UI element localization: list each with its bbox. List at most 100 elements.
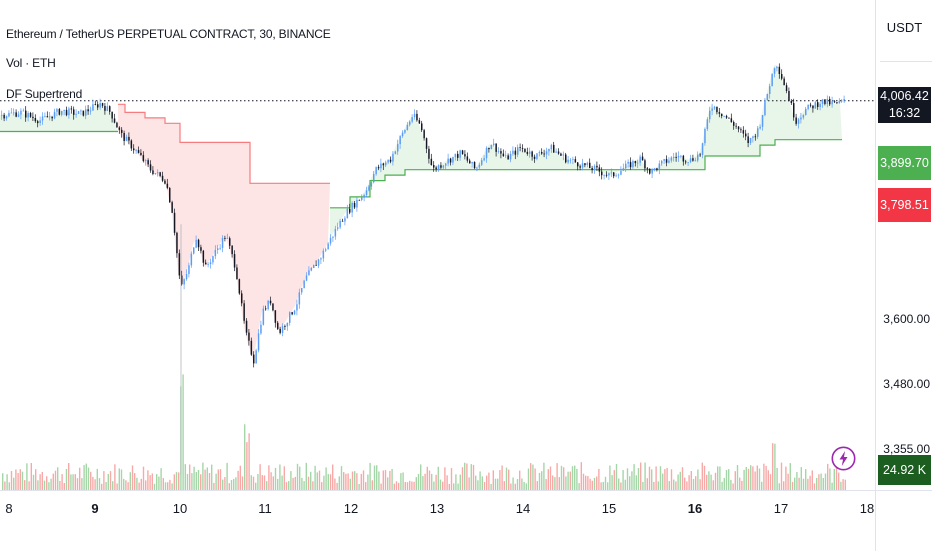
supertrend-line-up bbox=[330, 139, 842, 209]
price-scale[interactable]: USDT 3,600.00 3,480.00 3,355.00 4,006.42… bbox=[875, 0, 932, 490]
volume-bar bbox=[272, 476, 274, 490]
volume-bar bbox=[393, 483, 395, 490]
volume-bar bbox=[129, 472, 131, 490]
volume-bar bbox=[345, 473, 347, 490]
volume-bar bbox=[668, 481, 670, 490]
volume-bar bbox=[171, 483, 173, 490]
volume-bar bbox=[15, 469, 17, 490]
volume-bar bbox=[725, 470, 728, 490]
candle-body bbox=[836, 102, 838, 104]
candle-body bbox=[829, 99, 831, 105]
volume-bar bbox=[574, 465, 576, 490]
volume-bar bbox=[13, 477, 15, 490]
candle-body bbox=[368, 186, 370, 191]
candle-body bbox=[217, 248, 219, 250]
candle-body bbox=[274, 310, 277, 323]
chart-canvas[interactable] bbox=[0, 0, 875, 490]
volume-bar bbox=[428, 470, 431, 490]
candle-body bbox=[149, 164, 152, 171]
chart-plot-area[interactable]: Ethereum / TetherUS PERPETUAL CONTRACT, … bbox=[0, 0, 875, 490]
volume-bar bbox=[266, 481, 268, 490]
volume-bar bbox=[712, 480, 714, 490]
legend-indicator[interactable]: DF Supertrend bbox=[6, 87, 83, 101]
candle-body bbox=[831, 101, 833, 105]
volume-bar bbox=[279, 464, 281, 490]
volume-bar bbox=[360, 473, 362, 490]
volume-bar bbox=[813, 483, 816, 490]
candle-body bbox=[61, 110, 63, 115]
volume-bar bbox=[613, 470, 615, 490]
volume-bar bbox=[675, 481, 677, 490]
candle-body bbox=[147, 160, 149, 165]
volume-bar bbox=[365, 482, 367, 490]
candle-body bbox=[709, 110, 711, 120]
volume-bar bbox=[448, 484, 450, 490]
candle-body bbox=[773, 68, 776, 74]
candle-body bbox=[689, 158, 692, 162]
candle-body bbox=[13, 112, 15, 114]
volume-bar bbox=[818, 474, 820, 490]
volume-bar bbox=[842, 479, 844, 490]
volume-bar bbox=[772, 443, 774, 490]
volume-bar bbox=[567, 471, 569, 490]
volume-bar bbox=[301, 477, 303, 490]
volume-bar bbox=[382, 470, 384, 490]
candle-body bbox=[260, 324, 262, 334]
volume-bar bbox=[538, 472, 541, 490]
volume-bar bbox=[743, 469, 745, 490]
candle-body bbox=[740, 129, 742, 131]
volume-bar bbox=[593, 477, 596, 490]
volume-bar bbox=[684, 477, 686, 490]
candle-body bbox=[293, 310, 296, 315]
volume-bar bbox=[554, 477, 556, 490]
volume-bar bbox=[325, 467, 327, 490]
volume-bar bbox=[805, 469, 807, 490]
candle-body bbox=[159, 172, 161, 176]
time-scale[interactable]: 8 9 10 11 12 13 14 15 16 17 18 bbox=[0, 490, 875, 551]
volume-bar bbox=[486, 475, 488, 490]
last-price-badge: 4,006.42 16:32 bbox=[878, 87, 931, 123]
candle-body bbox=[718, 112, 721, 114]
candle-body bbox=[349, 208, 351, 213]
legend-volume[interactable]: Vol · ETH bbox=[6, 56, 56, 70]
candle-body bbox=[365, 190, 368, 195]
candle-body bbox=[613, 172, 615, 177]
legend-symbol-title[interactable]: Ethereum / TetherUS PERPETUAL CONTRACT, … bbox=[6, 27, 331, 41]
candle-body bbox=[620, 170, 622, 175]
volume-bar bbox=[351, 471, 354, 490]
lightning-icon[interactable] bbox=[831, 446, 856, 471]
volume-bar bbox=[283, 466, 285, 490]
volume-bar bbox=[96, 468, 98, 490]
volume-bar bbox=[79, 467, 81, 490]
candle-body bbox=[190, 253, 193, 266]
volume-bar bbox=[217, 469, 219, 490]
volume-bar bbox=[323, 475, 325, 490]
volume-bar bbox=[173, 474, 175, 490]
candle-body bbox=[106, 106, 109, 111]
candle-body bbox=[173, 212, 176, 233]
candle-body bbox=[651, 169, 653, 174]
volume-bar bbox=[468, 477, 470, 490]
volume-bar bbox=[525, 483, 527, 490]
volume-bar bbox=[807, 478, 809, 490]
volume-bar bbox=[65, 469, 68, 490]
volume-bar bbox=[310, 471, 312, 490]
candle-body bbox=[579, 166, 581, 168]
volume-bar bbox=[226, 462, 228, 490]
candle-body bbox=[209, 262, 212, 264]
currency-button[interactable]: USDT bbox=[886, 20, 923, 35]
volume-bar bbox=[338, 476, 340, 490]
volume-bar bbox=[545, 479, 547, 490]
volume-bar bbox=[263, 475, 266, 490]
volume-bar bbox=[761, 481, 763, 490]
volume-bar bbox=[739, 477, 741, 490]
candle-body bbox=[53, 111, 56, 119]
volume-bar bbox=[21, 471, 24, 490]
volume-bar bbox=[147, 470, 149, 490]
volume-bar bbox=[28, 481, 30, 490]
candle-body bbox=[334, 228, 337, 237]
volume-bar bbox=[92, 476, 94, 490]
volume-bar bbox=[728, 469, 730, 490]
volume-bar bbox=[288, 481, 290, 490]
volume-bar bbox=[334, 478, 336, 490]
